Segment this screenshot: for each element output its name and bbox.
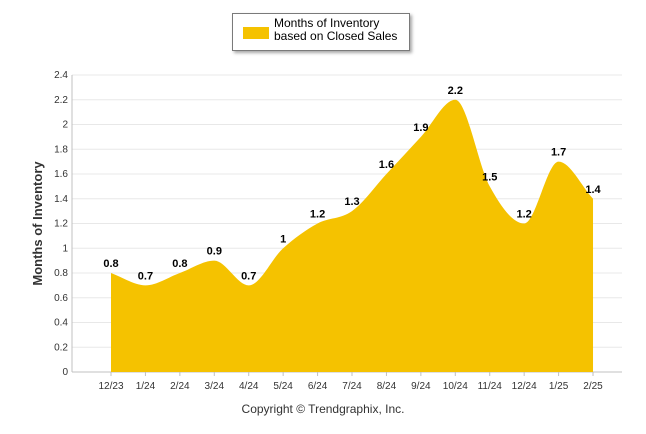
y-tick-label: 2.4 [54,70,68,81]
x-tick-label: 5/24 [273,381,293,392]
data-label: 1.2 [310,209,325,221]
legend-swatch [243,27,269,39]
data-label: 1.7 [551,147,566,159]
y-tick-label: 1.4 [54,194,68,205]
data-label: 0.7 [138,270,153,282]
y-tick-label: 1.6 [54,169,68,180]
x-tick-label: 6/24 [308,381,328,392]
y-tick-label: 1.2 [54,219,68,230]
data-label: 0.9 [207,246,222,258]
data-label: 0.7 [241,270,256,282]
copyright-text: Copyright © Trendgraphix, Inc. [241,402,405,416]
data-label: 1.4 [585,184,601,196]
y-tick-label: 0.8 [54,268,68,279]
x-tick-label: 12/23 [98,381,123,392]
data-label: 1 [280,233,286,245]
x-tick-label: 10/24 [443,381,468,392]
legend: Months of Inventory based on Closed Sale… [232,13,410,51]
data-labels: 0.8 0.7 0.8 0.9 0.7 1 1.2 1.3 1.6 1.9 2.2 1.5 1.2 1.7… [103,85,601,283]
data-label: 1.9 [413,122,428,134]
y-tick-label: 0.4 [54,318,68,329]
y-tick-label: 2.2 [54,95,68,106]
x-tick-label: 12/24 [512,381,537,392]
y-tick-label: 2 [62,120,68,131]
data-label: 1.2 [517,209,532,221]
data-label: 0.8 [103,258,118,270]
axes: 0 0.2 0.4 0.6 0.8 1 1.2 1.4 1.6 1.8 2 2.2 2.4 Months … [30,70,603,392]
data-label: 1.3 [344,196,359,208]
x-tick-label: 9/24 [411,381,431,392]
y-tick-label: 0.6 [54,293,68,304]
x-tick-label: 8/24 [377,381,397,392]
data-label: 2.2 [448,85,463,97]
x-tick-label: 1/25 [549,381,569,392]
x-tick-label: 1/24 [136,381,156,392]
data-label: 1.6 [379,159,394,171]
area-series [111,99,594,372]
y-axis-title: Months of Inventory [30,161,45,286]
x-tick-label: 2/24 [170,381,190,392]
y-tick-label: 0.2 [54,342,68,353]
x-tick-label: 2/25 [583,381,603,392]
x-tick-label: 4/24 [239,381,259,392]
x-tick-label: 7/24 [342,381,362,392]
data-label: 1.5 [482,171,497,183]
legend-label: Months of Inventory based on Closed Sale… [274,16,398,43]
y-tick-label: 1 [62,243,68,254]
y-tick-label: 0 [62,367,68,378]
y-tick-label: 1.8 [54,144,68,155]
data-label: 0.8 [172,258,187,270]
x-tick-label: 3/24 [205,381,225,392]
area-fill [111,99,594,372]
x-tick-label: 11/24 [478,381,503,392]
